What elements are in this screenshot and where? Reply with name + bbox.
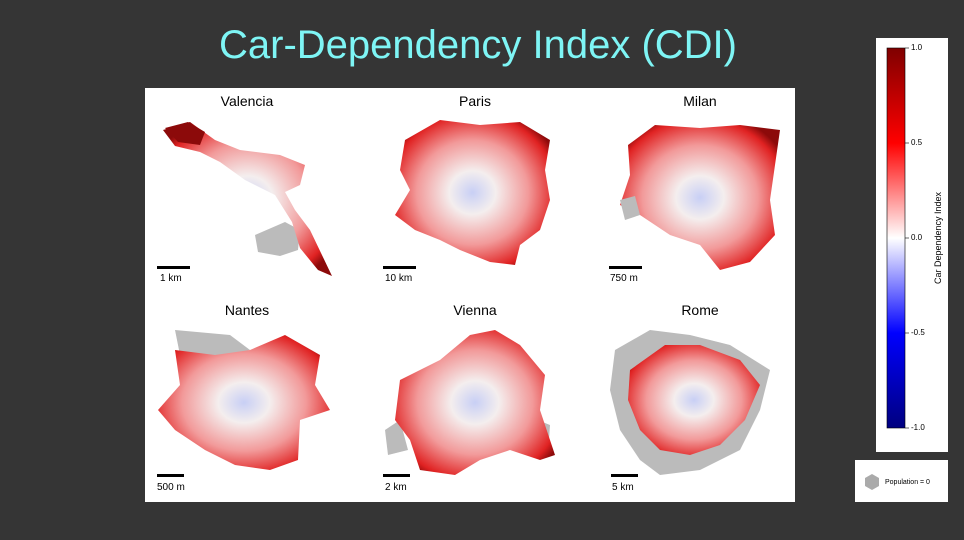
colorbar-tick-label: 0.5 bbox=[911, 138, 923, 147]
colorbar-tick-label: -0.5 bbox=[911, 328, 925, 337]
city-name: Milan bbox=[683, 93, 716, 109]
city-name: Paris bbox=[459, 93, 491, 109]
city-name: Valencia bbox=[221, 93, 274, 109]
scale-label: 500 m bbox=[157, 482, 185, 493]
scale-label: 750 m bbox=[610, 273, 638, 284]
colorbar-ticks: 1.0 0.5 0.0 -0.5 -1.0 bbox=[905, 43, 925, 432]
scale-label: 2 km bbox=[385, 482, 407, 493]
scale-label: 10 km bbox=[385, 273, 412, 284]
slide-title: Car-Dependency Index (CDI) bbox=[219, 23, 737, 67]
map-milan bbox=[620, 125, 780, 270]
colorbar-label: Car Dependency Index bbox=[933, 191, 943, 284]
legend-label: Population = 0 bbox=[885, 479, 930, 486]
colorbar-tick-label: 0.0 bbox=[911, 233, 923, 242]
map-vienna bbox=[385, 330, 555, 475]
map-rome bbox=[610, 330, 770, 475]
scale-label: 1 km bbox=[160, 273, 182, 284]
map-nantes bbox=[158, 330, 330, 470]
colorbar-tick-label: 1.0 bbox=[911, 43, 923, 52]
city-name: Vienna bbox=[453, 302, 497, 318]
legend-swatch bbox=[865, 474, 879, 490]
city-name: Nantes bbox=[225, 302, 269, 318]
scale-bars bbox=[157, 266, 642, 477]
colorbar-tick-label: -1.0 bbox=[911, 423, 925, 432]
colorbar bbox=[886, 47, 906, 429]
map-valencia bbox=[163, 122, 332, 276]
map-paris bbox=[395, 120, 550, 265]
city-name: Rome bbox=[681, 302, 719, 318]
scale-label: 5 km bbox=[612, 482, 634, 493]
